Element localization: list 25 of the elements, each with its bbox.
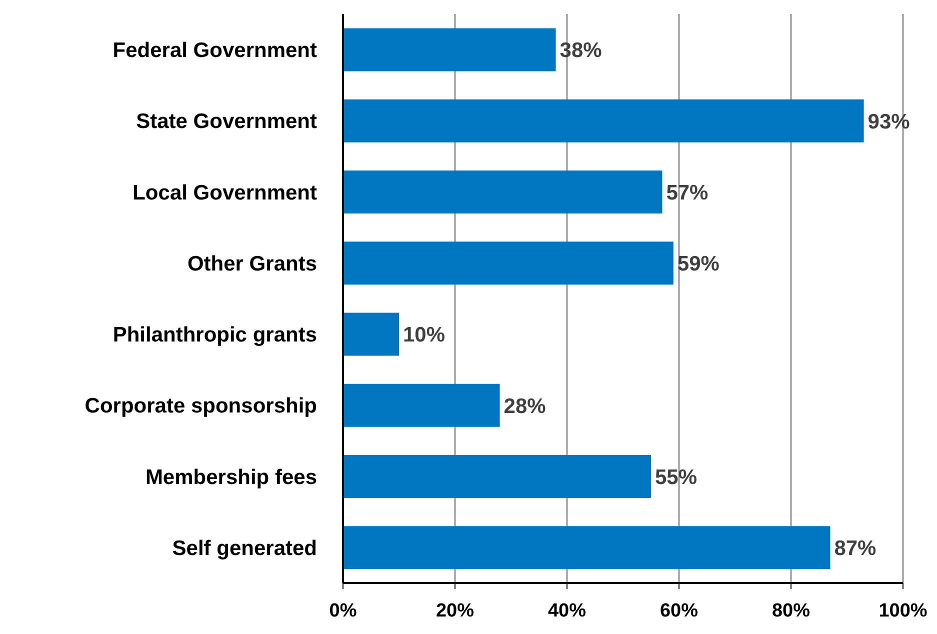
bar: [343, 454, 651, 498]
y-tick-label: Philanthropic grants: [112, 324, 317, 347]
bar: [343, 99, 864, 142]
bar: [343, 28, 556, 72]
x-tick-label: 60%: [660, 600, 698, 622]
x-tick-label: 80%: [772, 600, 810, 622]
bar: [343, 526, 830, 570]
bar: [343, 242, 674, 285]
y-tick-label: Membership fees: [145, 466, 317, 489]
y-tick-label: State Government: [136, 110, 317, 134]
x-tick-label: 0%: [329, 600, 357, 622]
data-label: 28%: [504, 394, 546, 418]
y-tick-label: Corporate sponsorship: [84, 394, 317, 418]
data-label: 87%: [834, 537, 877, 560]
y-tick-label: Local Government: [132, 181, 317, 204]
y-tick-label: Self generated: [172, 536, 317, 560]
y-tick-label: Federal Government: [112, 39, 317, 62]
x-tick-label: 100%: [878, 600, 928, 622]
x-tick-label: 20%: [436, 600, 474, 622]
data-label: 10%: [403, 324, 446, 347]
bar: [343, 312, 399, 356]
bar: [343, 170, 662, 214]
y-tick-label: Other Grants: [187, 252, 317, 276]
x-tick-label: 40%: [548, 600, 586, 622]
bar: [343, 384, 500, 427]
